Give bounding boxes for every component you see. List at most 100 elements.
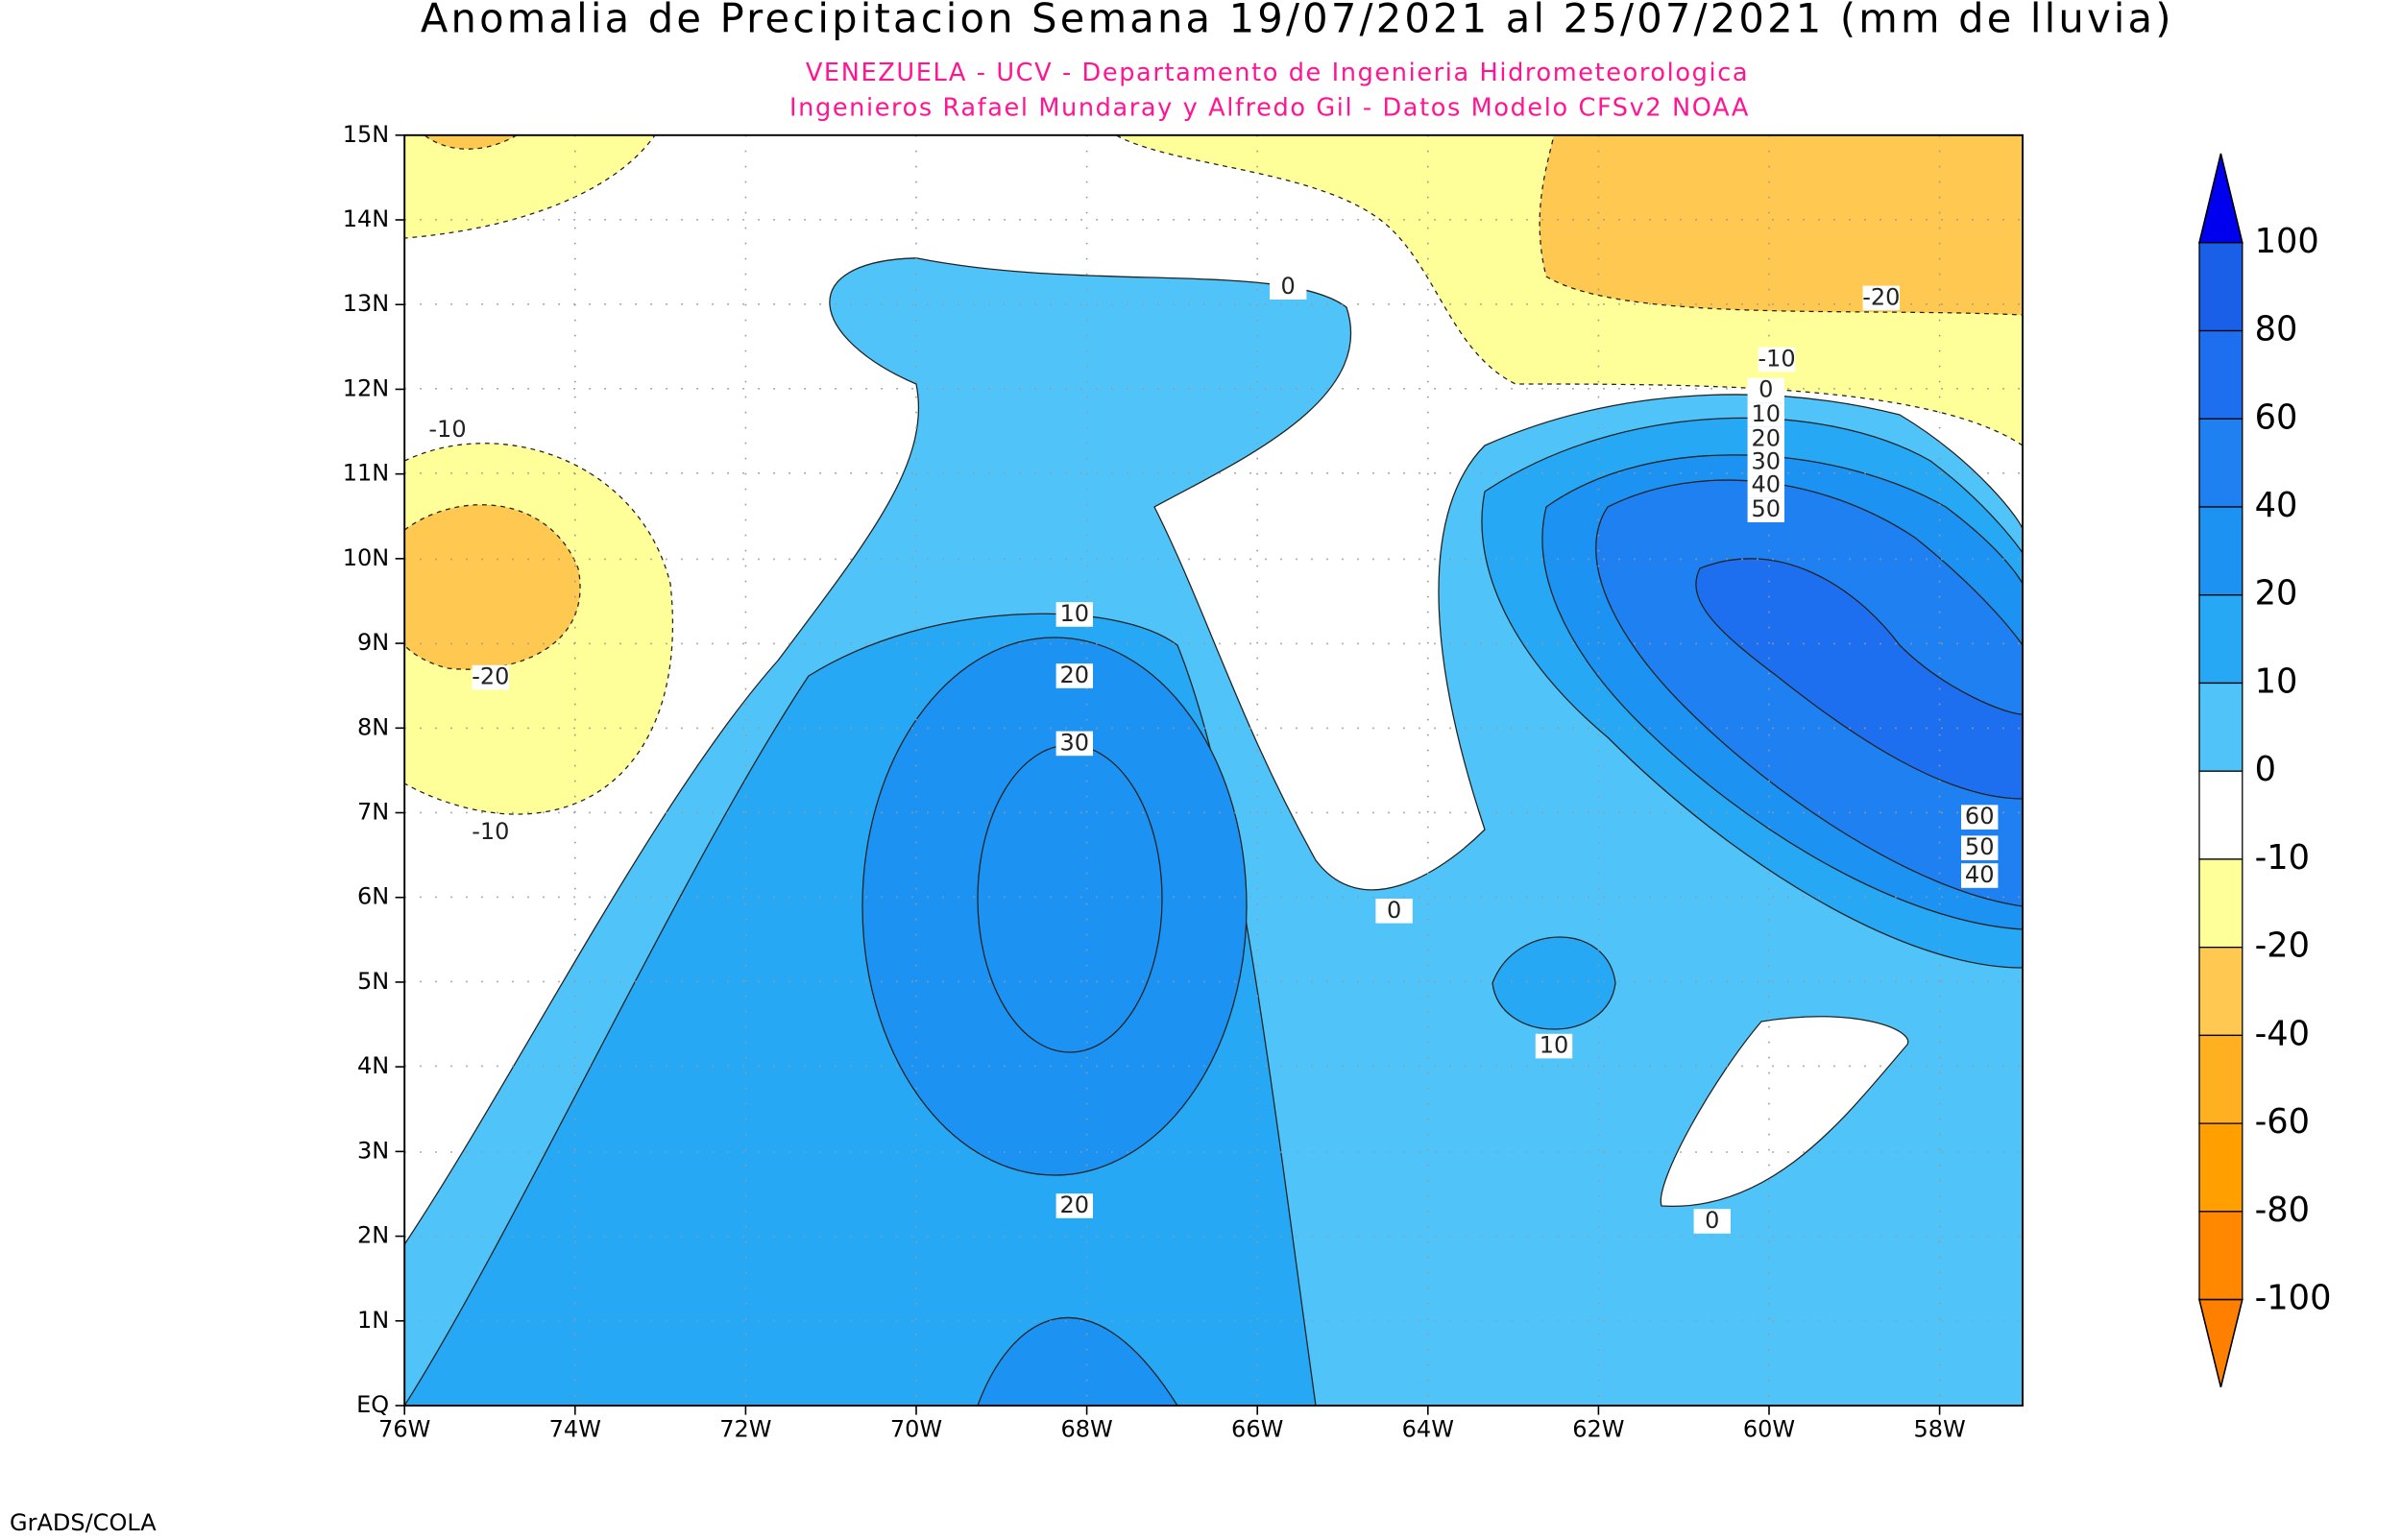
lat-label: 1N — [357, 1307, 389, 1334]
colorbar-label: -40 — [2255, 1014, 2310, 1053]
colorbar-label: 60 — [2255, 397, 2298, 437]
colorbar-segment — [2198, 594, 2243, 685]
colorbar-segment — [2198, 682, 2243, 772]
contour-label-bg — [1055, 602, 1093, 627]
contour-label-bg — [1747, 402, 1784, 427]
lon-label: 74W — [549, 1416, 601, 1443]
contour-label-bg — [1758, 347, 1796, 373]
lon-label: 64W — [1402, 1416, 1454, 1443]
contour-label-bg — [1747, 377, 1784, 403]
contour-label: 30 — [1060, 729, 1090, 756]
contour-label: -10 — [472, 818, 509, 845]
title: Anomalia de Precipitacion Semana 19/07/2… — [421, 0, 2174, 41]
subtitle: VENEZUELA - UCV - Departamento de Ingeni… — [806, 59, 1749, 87]
colorbar-arrow — [2197, 153, 2243, 244]
contour-label-bg — [1961, 863, 1999, 888]
subtitle: Ingenieros Rafael Mundaray y Alfredo Gil… — [789, 94, 1750, 123]
colorbar-label: -80 — [2255, 1191, 2310, 1230]
contour-label: 20 — [1060, 662, 1090, 688]
contour-label: 30 — [1752, 448, 1782, 475]
lat-label: 7N — [357, 799, 389, 826]
contour-label: 10 — [1540, 1032, 1569, 1059]
contour-label: -10 — [1758, 345, 1795, 372]
contour-label-bg — [1961, 835, 1999, 860]
colorbar-label: 0 — [2255, 750, 2276, 789]
lat-label: 5N — [357, 968, 389, 995]
colorbar-segment — [2198, 1034, 2243, 1124]
contour-label: 0 — [1705, 1207, 1719, 1234]
colorbar-label: 20 — [2255, 574, 2298, 614]
lat-label: 13N — [343, 290, 390, 317]
colorbar-arrow — [2197, 1298, 2243, 1387]
colorbar-segment — [2198, 947, 2243, 1037]
lon-label: 58W — [1913, 1416, 1965, 1443]
lat-label: 3N — [357, 1137, 389, 1164]
colorbar-label: -100 — [2255, 1279, 2332, 1318]
contour-label-bg — [472, 820, 509, 845]
contour-label: 50 — [1965, 833, 1995, 860]
lon-label: 72W — [719, 1416, 771, 1443]
map-frame — [403, 133, 2024, 1407]
lon-label: 68W — [1060, 1416, 1112, 1443]
colorbar-segment — [2198, 329, 2243, 420]
contour-label: 50 — [1752, 495, 1782, 522]
colorbar-label: 100 — [2255, 222, 2319, 261]
contour-label-bg — [1375, 899, 1413, 924]
contour-label-bg — [428, 418, 467, 443]
lat-label: 11N — [343, 460, 390, 487]
lat-label: 10N — [343, 544, 390, 571]
lat-label: 2N — [357, 1222, 389, 1249]
lon-label: 62W — [1572, 1416, 1624, 1443]
colorbar-segment — [2198, 858, 2243, 949]
lon-label: 66W — [1231, 1416, 1283, 1443]
colorbar-segment — [2198, 506, 2243, 596]
contour-label-bg — [1055, 731, 1093, 757]
contour-label: 40 — [1965, 861, 1995, 888]
lat-label: 9N — [357, 629, 389, 656]
contour-label-bg — [1270, 275, 1307, 300]
contour-label-bg — [1747, 449, 1784, 475]
colorbar-label: -10 — [2255, 838, 2310, 878]
colorbar-segment — [2198, 1211, 2243, 1301]
contour-label: 0 — [1281, 273, 1296, 300]
contour-label: -10 — [428, 416, 466, 443]
lat-label: 14N — [343, 205, 390, 232]
lat-label: 6N — [357, 883, 389, 910]
colorbar-label: 80 — [2255, 310, 2298, 349]
contour-label: 20 — [1060, 1191, 1090, 1218]
colorbar-segment — [2198, 242, 2243, 332]
contour-label-bg — [1961, 805, 1999, 830]
contour-label-bg — [472, 664, 509, 690]
contour-label-bg — [1055, 1193, 1093, 1218]
footer: GrADS/COLA — [10, 1509, 157, 1536]
contour-label: 20 — [1752, 425, 1782, 452]
contour-label-bg — [1535, 1033, 1573, 1059]
contour-label: 10 — [1752, 400, 1782, 427]
lat-label: 8N — [357, 713, 389, 740]
contour-label-bg — [1693, 1209, 1731, 1234]
contour-label: 0 — [1387, 897, 1401, 924]
contour-label: 0 — [1758, 375, 1773, 402]
contour-label-bg — [1862, 285, 1900, 311]
colorbar-label: -60 — [2255, 1102, 2310, 1142]
map-area — [404, 134, 2023, 1406]
contour-label: -20 — [472, 663, 509, 690]
colorbar-segment — [2198, 770, 2243, 860]
contour-label-bg — [1747, 472, 1784, 498]
lon-label: 76W — [378, 1416, 430, 1443]
lat-label: 4N — [357, 1052, 389, 1079]
colorbar-label: -20 — [2255, 926, 2310, 966]
colorbar-label: 10 — [2255, 662, 2298, 701]
lon-label: 60W — [1743, 1416, 1795, 1443]
contour-label: 10 — [1060, 600, 1090, 627]
colorbar-label: 40 — [2255, 486, 2298, 525]
lat-label: 12N — [343, 374, 390, 401]
contour-label-bg — [1747, 426, 1784, 452]
colorbar-segment — [2198, 418, 2243, 508]
contour-label: 40 — [1752, 471, 1782, 498]
lon-label: 70W — [890, 1416, 942, 1443]
contour-label: 60 — [1965, 803, 1995, 830]
contour-label-bg — [1747, 497, 1784, 522]
